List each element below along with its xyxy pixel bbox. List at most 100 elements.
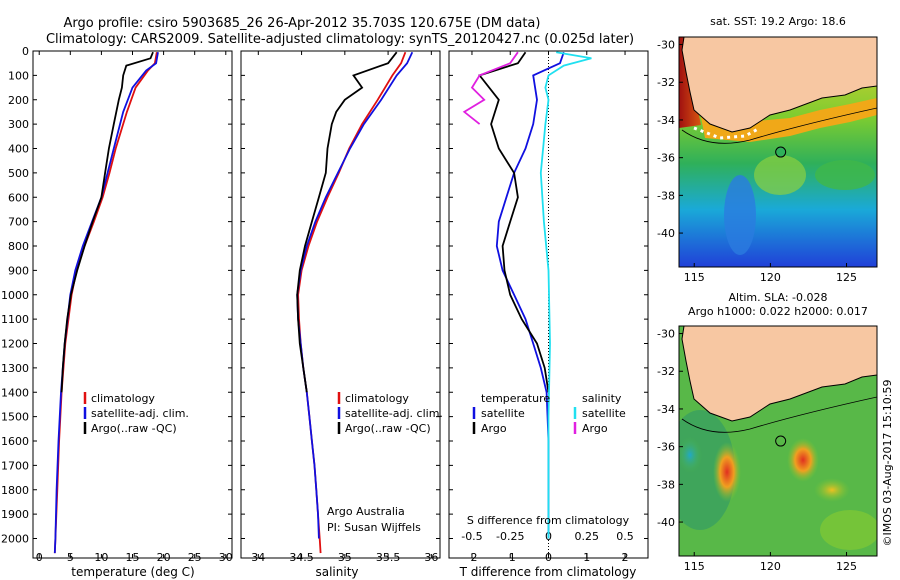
depth-tick-label: 1200 bbox=[1, 338, 29, 351]
depth-tick-label: 1700 bbox=[1, 459, 29, 472]
lat-tick-label: -40 bbox=[657, 227, 675, 240]
series-line-t-satellite bbox=[495, 51, 565, 539]
lat-tick-label: -36 bbox=[657, 441, 675, 454]
sla-yellow-patch bbox=[814, 478, 850, 502]
lon-tick-label: 125 bbox=[836, 560, 857, 573]
s-tick-label: -0.5 bbox=[461, 530, 482, 543]
lon-tick-label: 120 bbox=[760, 560, 781, 573]
x-tick-label: 15 bbox=[126, 551, 140, 564]
s-tick-label: 0.5 bbox=[616, 530, 634, 543]
sst-land-australia bbox=[681, 37, 877, 133]
lat-tick-label: -30 bbox=[657, 328, 675, 341]
temperature-series bbox=[53, 51, 159, 554]
sst-cold-eddy bbox=[724, 175, 756, 255]
sst-coastal-warm-band bbox=[700, 98, 877, 142]
x-tick-label: 34.5 bbox=[289, 551, 314, 564]
x-tick-label: 30 bbox=[219, 551, 233, 564]
temperature-legend: climatology satellite-adj. clim. Argo(..… bbox=[83, 392, 189, 435]
x-tick-label: -1 bbox=[505, 551, 516, 564]
x-tick-label: 0 bbox=[545, 551, 552, 564]
lat-tick-label: -30 bbox=[657, 39, 675, 52]
sst-map-frame bbox=[678, 36, 878, 268]
s-difference-label: S difference from climatology bbox=[467, 514, 630, 527]
depth-tick-label: 1000 bbox=[1, 289, 29, 302]
x-tick-label: 35.5 bbox=[376, 551, 401, 564]
lat-tick-label: -36 bbox=[657, 152, 675, 165]
depth-tick-label: 100 bbox=[8, 69, 29, 82]
difference-x-axis: -2 -1 0 1 2-0.5 -0.25 0 0.25 0.5 bbox=[461, 51, 634, 564]
sla-map-frame bbox=[678, 325, 878, 557]
header-line-2: Climatology: CARS2009. Satellite-adjuste… bbox=[46, 32, 634, 47]
difference-series bbox=[462, 51, 592, 539]
lat-tick-label: -32 bbox=[657, 76, 675, 89]
depth-tick-label: 1800 bbox=[1, 484, 29, 497]
legend-label-satellite: satellite-adj. clim. bbox=[345, 407, 443, 420]
depth-tick-label: 700 bbox=[8, 216, 29, 229]
series-line-satellite-adj-clim- bbox=[53, 52, 159, 554]
sla-map-axes: 115 120 125 -30 -32 -34 -36 -38 -40 bbox=[657, 328, 857, 573]
lat-tick-label: -38 bbox=[657, 478, 675, 491]
argo-float-marker bbox=[775, 146, 787, 158]
lat-tick-label: -38 bbox=[657, 189, 675, 202]
x-tick-label: 36 bbox=[424, 551, 438, 564]
sla-lime-patch bbox=[820, 510, 877, 550]
x-tick-label: 1 bbox=[583, 551, 590, 564]
series-line-argo-raw-qc- bbox=[296, 51, 398, 393]
timestamp-stamp: ©IMOS 03-Aug-2017 15:10:59 bbox=[881, 380, 894, 547]
lat-tick-label: -34 bbox=[657, 403, 675, 416]
salinity-depth-ticks bbox=[241, 50, 440, 539]
sla-map-subtitle: Argo h1000: 0.022 h2000: 0.017 bbox=[688, 305, 868, 318]
depth-axis: 0 100 200 300 400 500 600 700 800 900 1000 1100 1200… bbox=[1, 45, 232, 546]
temperature-panel: 0100200300400500600700800900100011001200… bbox=[1, 45, 233, 579]
x-tick-label: -2 bbox=[466, 551, 477, 564]
depth-tick-label: 800 bbox=[8, 240, 29, 253]
legend-title-salinity: salinity bbox=[582, 392, 622, 405]
lat-tick-label: -32 bbox=[657, 365, 675, 378]
x-tick-label: 34 bbox=[251, 551, 265, 564]
s-tick-label: -0.25 bbox=[496, 530, 524, 543]
series-line-s-argo bbox=[462, 51, 519, 125]
lon-tick-label: 125 bbox=[836, 271, 857, 284]
legend-label-t-argo: Argo bbox=[481, 422, 507, 435]
sla-high-eddy-1 bbox=[713, 442, 741, 502]
sst-warm-patch bbox=[754, 155, 806, 195]
sla-map-title: Altim. SLA: -0.028 bbox=[728, 291, 827, 304]
credit-line-2: PI: Susan Wijffels bbox=[327, 521, 421, 534]
legend-label-climatology: climatology bbox=[91, 392, 155, 405]
legend-label-t-satellite: satellite bbox=[481, 407, 525, 420]
sst-map-axes: 115 120 125 -30 -32 -34 -36 -38 -40 bbox=[657, 39, 857, 284]
depth-tick-label: 1600 bbox=[1, 435, 29, 448]
depth-tick-label: 1100 bbox=[1, 313, 29, 326]
legend-label-s-satellite: satellite bbox=[582, 407, 626, 420]
salinity-axes-box bbox=[240, 50, 441, 559]
temperature-axes-box bbox=[32, 50, 233, 559]
sla-cyan-patch bbox=[679, 437, 702, 473]
depth-tick-label: 1900 bbox=[1, 508, 29, 521]
x-tick-label: 2 bbox=[622, 551, 629, 564]
x-tick-label: 5 bbox=[67, 551, 74, 564]
sla-high-eddy-2 bbox=[787, 438, 819, 482]
sst-depth-contour bbox=[681, 107, 877, 144]
lat-tick-label: -34 bbox=[657, 114, 675, 127]
lon-tick-label: 115 bbox=[684, 271, 705, 284]
depth-tick-label: 1400 bbox=[1, 386, 29, 399]
series-line-s-satellite bbox=[539, 51, 592, 539]
depth-tick-label: 900 bbox=[8, 264, 29, 277]
difference-depth-ticks bbox=[449, 50, 648, 539]
depth-tick-label: 500 bbox=[8, 167, 29, 180]
salinity-x-label: salinity bbox=[315, 565, 358, 579]
legend-label-satellite: satellite-adj. clim. bbox=[91, 407, 189, 420]
legend-title-temperature: temperature bbox=[481, 392, 550, 405]
x-tick-label: 35 bbox=[338, 551, 352, 564]
depth-tick-label: 0 bbox=[22, 45, 29, 58]
sla-map: Altim. SLA: -0.028 Argo h1000: 0.022 h20… bbox=[657, 291, 878, 573]
legend-label-argo: Argo(..raw -QC) bbox=[345, 422, 431, 435]
salinity-series bbox=[296, 51, 414, 554]
legend-label-climatology: climatology bbox=[345, 392, 409, 405]
sst-map: sat. SST: 19.2 Argo: 18.6 115 120 125 -30 -3… bbox=[657, 15, 878, 284]
lat-tick-label: -40 bbox=[657, 516, 675, 529]
depth-tick-label: 300 bbox=[8, 118, 29, 131]
credit-line-1: Argo Australia bbox=[327, 505, 405, 518]
series-line-t-argo bbox=[478, 51, 550, 393]
